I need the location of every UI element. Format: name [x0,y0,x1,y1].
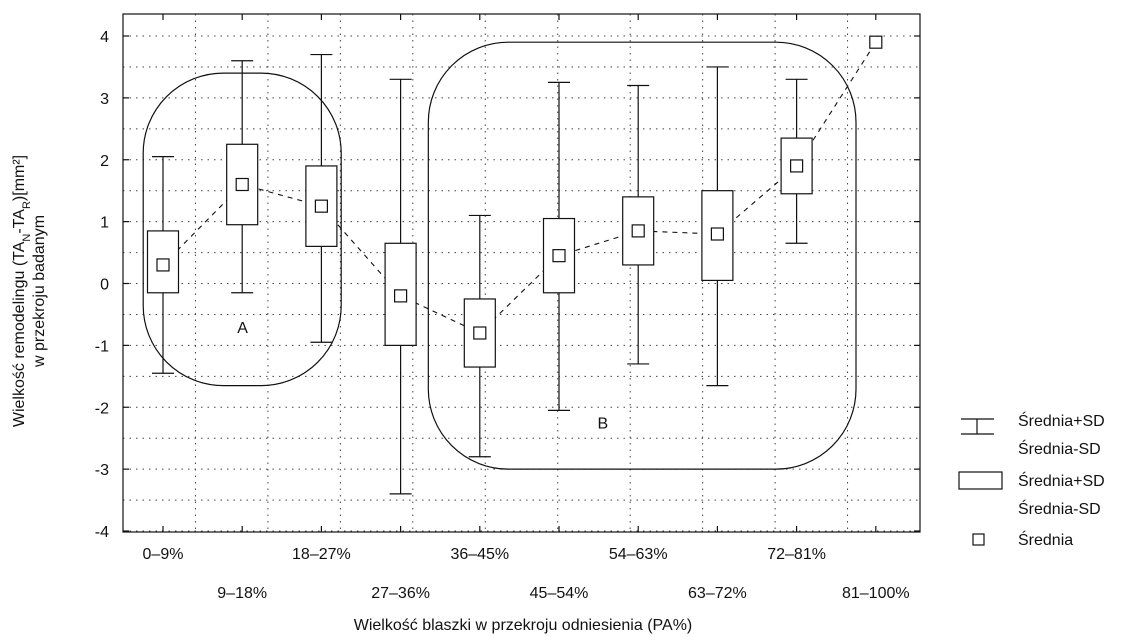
y-tick-label: 4 [100,29,109,46]
x-tick-label: 81–100% [842,585,910,602]
y-tick-label: 1 [100,215,109,232]
y-axis-label: Wielkość remodelingu (TAN-TAR)[mm²] [11,155,33,427]
box-group [622,84,655,365]
y-tick-label: 0 [100,277,109,294]
x-tick-label: 18–27% [292,546,351,563]
axis-ticks: 4 3 2 1 0 -1 -2 -3 -4 0–9% 9–18% 18–27% 27–36% 36–45%… [95,14,920,602]
y-tick-label: 2 [100,153,109,170]
y-tick-label: -1 [95,338,109,355]
box-group [305,53,338,343]
cluster-outlines [142,41,857,470]
y-tick-label: 3 [100,91,109,108]
x-tick-label: 54–63% [609,546,668,563]
y-tick-label: -2 [95,400,109,417]
mean-marker [631,224,645,238]
plot-frame [122,13,921,533]
box-group [542,81,576,411]
legend-mean-icon [972,533,985,546]
legend: Średnia+SD Średnia-SD Średnia+SD Średnia… [958,411,1105,549]
x-tick-label: 27–36% [371,585,430,602]
legend-entry-box: Średnia+SD Średnia-SD [958,471,1105,518]
legend-entry-mean: Średnia [972,530,1073,549]
legend-label: Średnia+SD [1018,411,1105,430]
box-group [384,78,417,495]
box-series [146,35,883,495]
annotation-label-A: A [237,320,248,337]
box-group [226,60,259,294]
x-tick-label: 63–72% [688,585,747,602]
box-group [780,78,813,244]
mean-marker [314,199,328,213]
legend-label: Średnia+SD [1018,471,1105,490]
box-group [146,156,180,374]
x-axis-label: Wielkość blaszki w przekroju odniesienia… [354,617,693,634]
mean-marker [235,177,249,192]
legend-label: Średnia [1018,530,1073,549]
y-axis-label-line2: w przekroju badanym [31,215,48,368]
legend-box-icon [958,471,1003,490]
x-tick-label: 9–18% [217,585,267,602]
mean-marker [789,159,804,173]
mean-marker [394,289,408,303]
annotations: AB [237,320,608,433]
mean-marker [156,258,170,272]
legend-label: Średnia-SD [1018,439,1101,458]
x-tick-label: 72–81% [767,546,826,563]
mean-marker [473,326,487,340]
x-tick-label: 0–9% [143,546,184,563]
box-group [463,214,496,458]
mean-marker [552,249,566,263]
mean-trend [162,41,877,334]
mean-trend-line [162,41,877,334]
box-group [869,35,883,49]
y-tick-label: -3 [95,462,109,479]
y-tick-label: -4 [95,524,109,541]
mean-marker [869,35,883,49]
legend-entry-whisker: Średnia+SD Średnia-SD [961,411,1105,458]
x-tick-label: 36–45% [450,546,509,563]
x-tick-label: 45–54% [530,585,589,602]
cluster-outline-B [427,41,857,470]
box-group [701,66,734,387]
annotation-label-B: B [598,416,609,433]
mean-marker [710,227,725,241]
legend-label: Średnia-SD [1018,499,1101,518]
